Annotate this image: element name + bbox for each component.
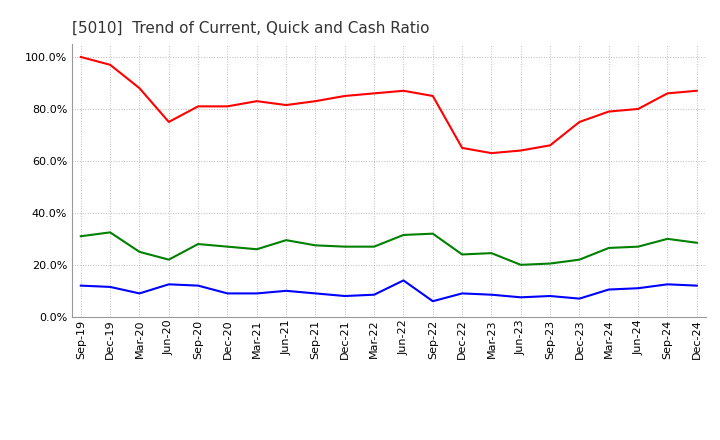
Cash Ratio [106,284,114,290]
Current Ratio [164,119,173,125]
Quick Ratio [663,236,672,242]
Current Ratio [370,91,379,96]
Line: Current Ratio: Current Ratio [81,57,697,153]
Cash Ratio [311,291,320,296]
Cash Ratio [370,292,379,297]
Current Ratio [693,88,701,93]
Quick Ratio [282,238,290,243]
Cash Ratio [634,286,642,291]
Cash Ratio [76,283,85,288]
Cash Ratio [194,283,202,288]
Cash Ratio [458,291,467,296]
Current Ratio [399,88,408,93]
Cash Ratio [516,295,525,300]
Line: Quick Ratio: Quick Ratio [81,232,697,265]
Quick Ratio [634,244,642,249]
Quick Ratio [253,246,261,252]
Quick Ratio [194,242,202,247]
Cash Ratio [487,292,496,297]
Quick Ratio [428,231,437,236]
Current Ratio [282,103,290,108]
Cash Ratio [605,287,613,292]
Quick Ratio [135,249,144,254]
Cash Ratio [164,282,173,287]
Current Ratio [663,91,672,96]
Quick Ratio [311,243,320,248]
Cash Ratio [575,296,584,301]
Cash Ratio [399,278,408,283]
Current Ratio [194,104,202,109]
Current Ratio [634,106,642,112]
Quick Ratio [76,234,85,239]
Cash Ratio [341,293,349,299]
Current Ratio [106,62,114,67]
Current Ratio [223,104,232,109]
Cash Ratio [282,288,290,293]
Cash Ratio [223,291,232,296]
Current Ratio [76,55,85,60]
Current Ratio [575,119,584,125]
Quick Ratio [223,244,232,249]
Quick Ratio [487,250,496,256]
Text: [5010]  Trend of Current, Quick and Cash Ratio: [5010] Trend of Current, Quick and Cash … [72,21,430,36]
Line: Cash Ratio: Cash Ratio [81,280,697,301]
Quick Ratio [516,262,525,268]
Quick Ratio [458,252,467,257]
Current Ratio [253,99,261,104]
Quick Ratio [370,244,379,249]
Cash Ratio [546,293,554,299]
Current Ratio [135,85,144,91]
Cash Ratio [135,291,144,296]
Quick Ratio [399,232,408,238]
Current Ratio [341,93,349,99]
Cash Ratio [693,283,701,288]
Cash Ratio [663,282,672,287]
Quick Ratio [605,246,613,251]
Current Ratio [311,99,320,104]
Quick Ratio [546,261,554,266]
Current Ratio [458,145,467,150]
Quick Ratio [693,240,701,246]
Current Ratio [605,109,613,114]
Current Ratio [516,148,525,153]
Quick Ratio [106,230,114,235]
Cash Ratio [253,291,261,296]
Cash Ratio [428,299,437,304]
Current Ratio [546,143,554,148]
Quick Ratio [341,244,349,249]
Quick Ratio [575,257,584,262]
Quick Ratio [164,257,173,262]
Current Ratio [487,150,496,156]
Current Ratio [428,93,437,99]
